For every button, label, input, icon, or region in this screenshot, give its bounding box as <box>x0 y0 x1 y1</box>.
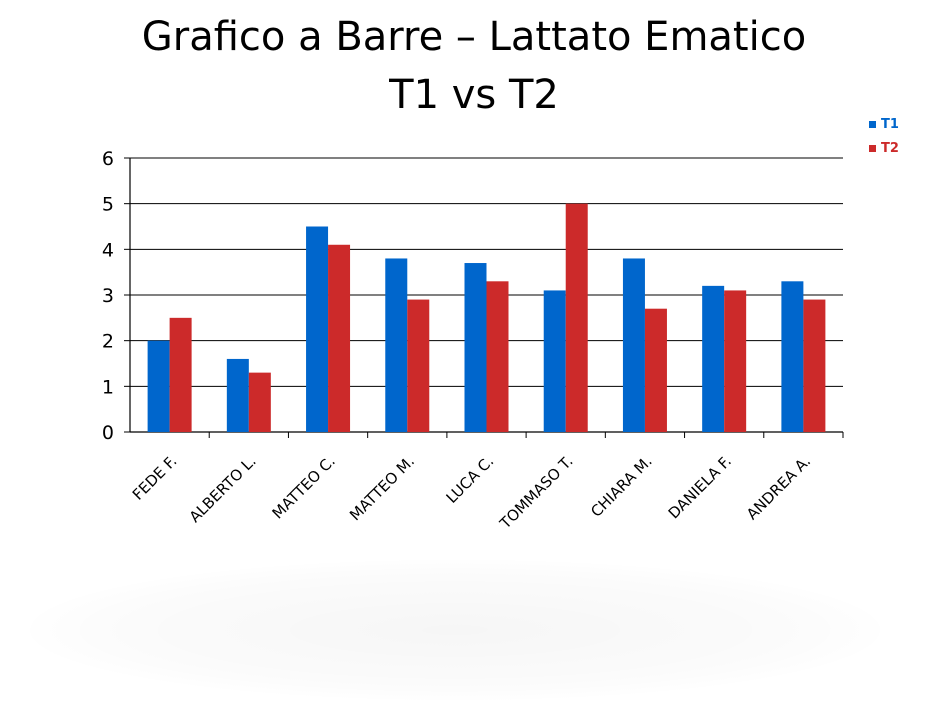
slide-title-line-1: Grafico a Barre – Lattato Ematico <box>141 14 807 60</box>
y-tick-label: 3 <box>102 285 114 307</box>
bar-t2 <box>328 244 351 432</box>
x-tick-label: DANIELA F. <box>665 452 735 522</box>
bar-t2 <box>248 372 271 432</box>
y-tick-label: 2 <box>102 331 114 353</box>
x-tick-label: ANDREA A. <box>743 452 814 523</box>
bar-t1 <box>702 285 725 432</box>
slide-title-line-2: T1 vs T2 <box>389 72 559 118</box>
bar-t2 <box>724 290 747 432</box>
chart-legend: T1 T2 <box>869 117 899 156</box>
slide-shadow-decoration <box>30 560 880 700</box>
legend-label-t1: T1 <box>881 117 899 132</box>
bar-t2 <box>565 203 588 432</box>
legend-label-t2: T2 <box>881 141 899 156</box>
x-tick-label: FEDE F. <box>129 452 181 504</box>
slide-title: Grafico a Barre – Lattato Ematico T1 vs … <box>0 8 948 124</box>
x-tick-label: MATTEO M. <box>346 452 418 524</box>
bar-t2 <box>803 299 826 432</box>
bar-t1 <box>147 340 170 432</box>
bar-t1 <box>543 290 566 432</box>
x-tick-label: ALBERTO L. <box>186 452 260 526</box>
x-tick-label: CHIARA M. <box>587 452 656 521</box>
y-tick-label: 1 <box>102 376 114 398</box>
x-tick-label: TOMMASO T. <box>496 452 577 533</box>
y-tick-label: 6 <box>102 148 114 170</box>
bar-t1 <box>306 226 329 432</box>
bar-t2 <box>644 308 667 432</box>
y-tick-label: 5 <box>102 194 114 216</box>
bar-t2 <box>169 317 192 432</box>
bar-t1 <box>622 258 645 432</box>
y-tick-label: 0 <box>102 422 114 444</box>
legend-swatch-t2 <box>869 145 876 152</box>
y-tick-label: 4 <box>102 239 114 261</box>
bar-t1 <box>464 263 487 432</box>
x-tick-label: MATTEO C. <box>269 452 339 522</box>
bar-t1 <box>226 358 249 432</box>
bar-t1 <box>781 281 804 432</box>
legend-swatch-t1 <box>869 121 876 128</box>
bar-t2 <box>486 281 509 432</box>
bar-t2 <box>407 299 430 432</box>
bar-t1 <box>385 258 408 432</box>
x-tick-label: LUCA C. <box>443 452 498 507</box>
